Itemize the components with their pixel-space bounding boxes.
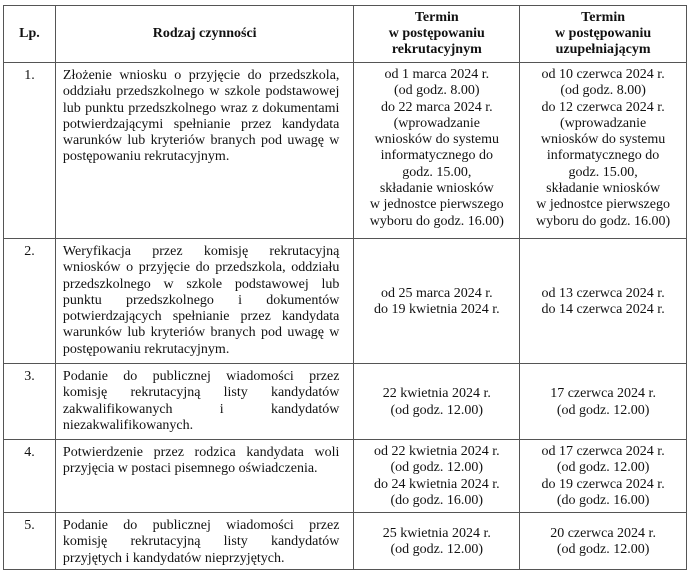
activity-cell: Złożenie wniosku o przyjęcie do przedszk… bbox=[54, 62, 355, 239]
table-row: 5. Podanie do publicznej wiadomości prze… bbox=[3, 512, 687, 570]
table-row: 3. Podanie do publicznej wiadomości prze… bbox=[3, 363, 687, 440]
recruitment-date-cell: od 22 kwietnia 2024 r. (od godz. 12.00) … bbox=[353, 439, 521, 513]
row-number: 4. bbox=[3, 439, 56, 513]
recruitment-schedule-table: Lp. Rodzaj czynności Termin w postępowan… bbox=[3, 5, 687, 570]
header-recruitment-deadline: Termin w postępowaniu rekrutacyjnym bbox=[353, 5, 521, 63]
recruitment-date-cell: 22 kwietnia 2024 r. (od godz. 12.00) bbox=[353, 363, 521, 440]
supplementary-date-cell: 20 czerwca 2024 r. (od godz. 12.00) bbox=[519, 512, 687, 570]
row-number: 1. bbox=[3, 62, 56, 239]
activity-cell: Weryfikacja przez komisję rekrutacyjną w… bbox=[54, 238, 355, 364]
recruitment-date-cell: od 1 marca 2024 r. (od godz. 8.00) do 22… bbox=[353, 62, 521, 239]
row-number: 2. bbox=[3, 238, 56, 364]
activity-cell: Potwierdzenie przez rodzica kandydata wo… bbox=[54, 439, 355, 513]
supplementary-date-cell: od 13 czerwca 2024 r. do 14 czerwca 2024… bbox=[519, 238, 687, 364]
supplementary-date-cell: od 17 czerwca 2024 r. (od godz. 12.00) d… bbox=[519, 439, 687, 513]
table-row: 1. Złożenie wniosku o przyjęcie do przed… bbox=[3, 62, 687, 239]
row-number: 3. bbox=[3, 363, 56, 440]
table-row: 4. Potwierdzenie przez rodzica kandydata… bbox=[3, 439, 687, 513]
header-activity: Rodzaj czynności bbox=[54, 5, 355, 63]
table-row: 2. Weryfikacja przez komisję rekrutacyjn… bbox=[3, 238, 687, 364]
activity-cell: Podanie do publicznej wiadomości przez k… bbox=[54, 512, 355, 570]
recruitment-date-cell: od 25 marca 2024 r. do 19 kwietnia 2024 … bbox=[353, 238, 521, 364]
activity-cell: Podanie do publicznej wiadomości przez k… bbox=[54, 363, 355, 440]
header-supplementary-deadline: Termin w postępowaniu uzupełniającym bbox=[519, 5, 687, 63]
row-number: 5. bbox=[3, 512, 56, 570]
header-row: Lp. Rodzaj czynności Termin w postępowan… bbox=[3, 5, 687, 63]
supplementary-date-cell: 17 czerwca 2024 r. (od godz. 12.00) bbox=[519, 363, 687, 440]
recruitment-date-cell: 25 kwietnia 2024 r. (od godz. 12.00) bbox=[353, 512, 521, 570]
supplementary-date-cell: od 10 czerwca 2024 r. (od godz. 8.00) do… bbox=[519, 62, 687, 239]
header-lp: Lp. bbox=[3, 5, 56, 63]
